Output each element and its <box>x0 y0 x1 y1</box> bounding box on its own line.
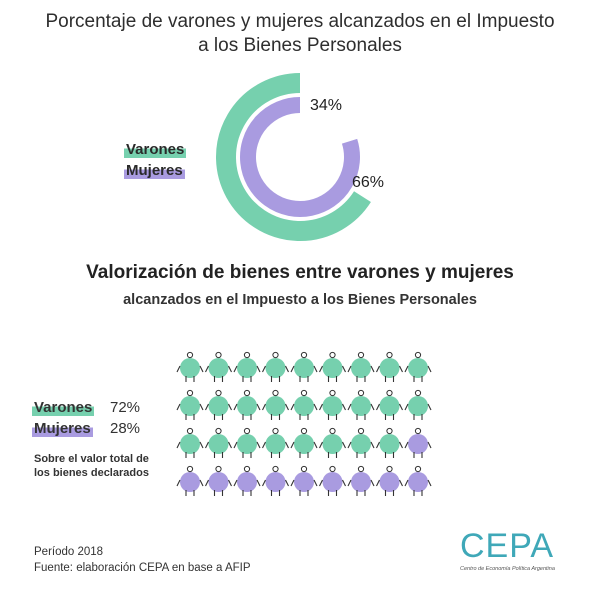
person-icon-varon <box>290 389 318 420</box>
person-icon-mujer <box>404 465 432 496</box>
person-icon-varon <box>404 389 432 420</box>
person-icon-varon <box>290 427 318 458</box>
footer-periodo: Período 2018 <box>34 546 104 558</box>
person-icon-varon <box>290 351 318 382</box>
chart-title-1: Porcentaje de varones y mujeres alcanzad… <box>0 10 600 58</box>
ring-legend-varones: Varones <box>124 141 187 158</box>
person-icon-mujer <box>233 465 261 496</box>
person-icon-mujer <box>290 465 318 496</box>
person-icon-mujer <box>319 465 346 496</box>
ring-label-mujeres: 34% <box>310 97 343 114</box>
cepa-logo-subtitle: Centro de Economía Política Argentina <box>460 566 555 572</box>
chart-title-1-line2: a los Bienes Personales <box>198 35 402 56</box>
person-icon-varon <box>376 427 403 458</box>
person-icon-mujer <box>262 465 289 496</box>
ring-label-varones: 66% <box>352 174 385 191</box>
person-icon-varon <box>233 427 261 458</box>
person-icon-varon <box>262 389 289 420</box>
person-icon-mujer <box>205 465 232 496</box>
person-icon-varon <box>319 351 346 382</box>
person-icon-varon <box>262 427 289 458</box>
person-icon-varon <box>176 427 204 458</box>
pictogram-grid <box>176 351 432 496</box>
person-icon-varon <box>319 389 346 420</box>
person-icon-varon <box>347 351 375 382</box>
person-icon-mujer <box>404 427 432 458</box>
chart-title-1-line1: Porcentaje de varones y mujeres alcanzad… <box>45 11 555 32</box>
footer-fuente: Fuente: elaboración CEPA en base a AFIP <box>34 562 251 574</box>
pictogram-legend-mujeres: Mujeres 28% <box>32 420 140 437</box>
person-icon-varon <box>347 427 375 458</box>
person-icon-mujer <box>376 465 403 496</box>
person-icon-varon <box>262 351 289 382</box>
person-icon-varon <box>205 351 232 382</box>
pictogram-legend-varones-value: 72% <box>110 399 141 416</box>
person-icon-varon <box>176 351 204 382</box>
pictogram-legend-mujeres-name: Mujeres <box>32 420 93 437</box>
cepa-logo-word: CEPA <box>460 527 555 565</box>
chart-subtitle-2: alcanzados en el Impuesto a los Bienes P… <box>123 292 477 308</box>
ring-mujeres-arc <box>240 97 360 217</box>
pictogram-legend-varones: Varones 72% <box>32 399 140 416</box>
ring-chart <box>216 73 371 241</box>
person-icon-mujer <box>347 465 375 496</box>
ring-legend-mujeres: Mujeres <box>124 162 185 179</box>
person-icon-varon <box>404 351 432 382</box>
person-icon-varon <box>205 427 232 458</box>
pictogram-legend-varones-name: Varones <box>32 399 95 416</box>
pictogram-legend-mujeres-value: 28% <box>110 420 141 437</box>
chart-title-2: Valorización de bienes entre varones y m… <box>86 262 514 283</box>
person-icon-varon <box>233 351 261 382</box>
person-icon-varon <box>376 389 403 420</box>
person-icon-mujer <box>176 465 204 496</box>
cepa-logo: CEPA Centro de Economía Política Argenti… <box>460 528 570 572</box>
person-icon-varon <box>319 427 346 458</box>
person-icon-varon <box>176 389 204 420</box>
person-icon-varon <box>347 389 375 420</box>
ring-varones-arc <box>216 73 371 241</box>
person-icon-varon <box>376 351 403 382</box>
person-icon-varon <box>205 389 232 420</box>
person-icon-varon <box>233 389 261 420</box>
pictogram-note: Sobre el valor total de los bienes decla… <box>34 453 149 479</box>
